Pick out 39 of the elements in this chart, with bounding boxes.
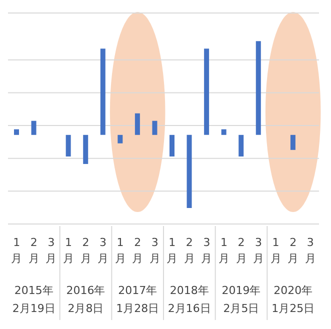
- x-tick-label: 2月: [80, 236, 92, 265]
- x-tick-label: 1月: [62, 236, 74, 265]
- bar: [186, 134, 192, 208]
- bar: [221, 129, 226, 135]
- bar: [83, 134, 88, 164]
- text: 2020年 1月25日: [272, 284, 315, 315]
- x-tick-label: 3月: [253, 236, 264, 265]
- text: 2017年 1月28日: [116, 284, 160, 315]
- bar: [31, 120, 36, 135]
- bar: [66, 134, 71, 156]
- x-tick-label: 3月: [201, 236, 212, 265]
- bar: [152, 120, 158, 135]
- bar: [290, 134, 296, 150]
- x-tick-label: 2月: [288, 236, 299, 265]
- x-tick-label: 1月: [270, 236, 282, 265]
- x-tick-label: 3月: [46, 236, 57, 265]
- bar: [256, 41, 261, 135]
- x-tick-label: 3月: [98, 236, 109, 265]
- x-tick-label: 2月: [132, 236, 144, 265]
- text: 2015年 2月19日: [12, 284, 56, 315]
- bar: [134, 113, 140, 135]
- x-tick-label: 2月: [184, 236, 195, 265]
- bar: [238, 134, 244, 156]
- x-tick-label: 3月: [149, 236, 160, 265]
- text: 2019年 2月5日: [222, 284, 261, 315]
- text: 2016年 2月8日: [66, 284, 106, 315]
- x-tick-label: 2月: [236, 236, 247, 265]
- x-tick-label: 1月: [218, 236, 230, 265]
- bar: [100, 48, 106, 135]
- x-tick-label: 1月: [114, 236, 126, 265]
- bar: [14, 129, 19, 135]
- text: 2018年 2月16日: [168, 284, 211, 315]
- bar: [170, 134, 174, 156]
- x-tick-label: 3月: [304, 236, 316, 265]
- x-tick-label: 1月: [166, 236, 178, 265]
- bar: [118, 134, 123, 144]
- x-tick-label: 1月: [11, 236, 22, 265]
- bar: [204, 48, 210, 135]
- x-tick-label: 2月: [28, 236, 40, 265]
